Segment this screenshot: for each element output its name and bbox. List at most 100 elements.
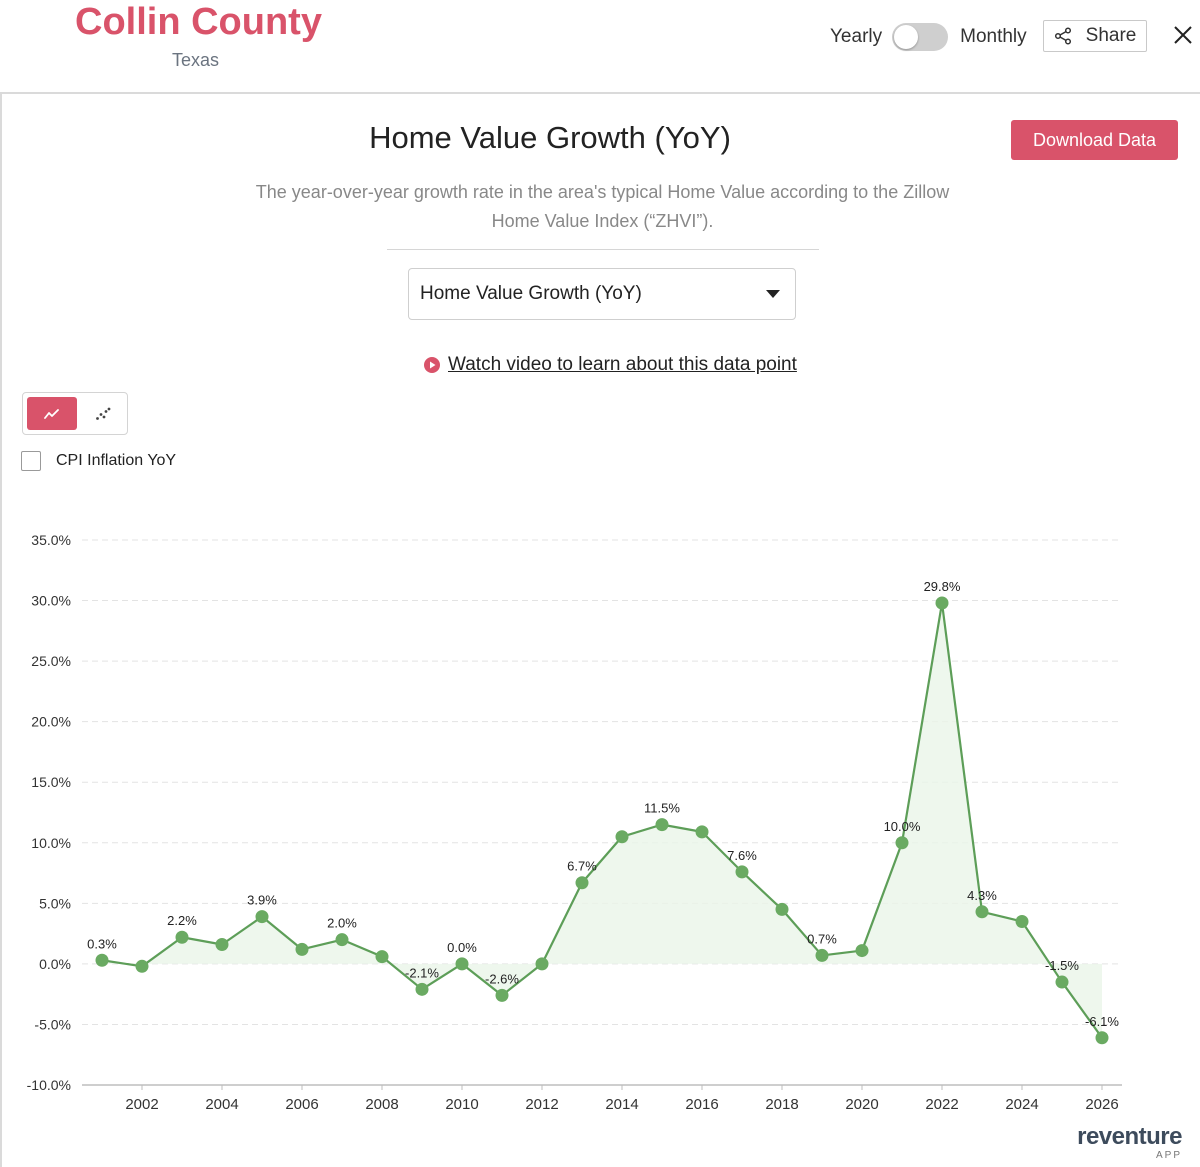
- data-point: [255, 910, 269, 924]
- frequency-switch[interactable]: [892, 23, 949, 51]
- download-data-button[interactable]: Download Data: [1011, 120, 1178, 160]
- data-label: 4.3%: [967, 888, 997, 903]
- metric-select-value: Home Value Growth (YoY): [420, 283, 642, 304]
- data-point: [935, 596, 949, 610]
- series-area: [102, 602, 1102, 1038]
- divider: [387, 249, 819, 250]
- chart-description: The year-over-year growth rate in the ar…: [250, 178, 955, 236]
- home-value-growth-chart: -10.0% -5.0% 0.0% 5.0% 10.0% 15.0% 20.0% 25.0% 3…: [27, 532, 1122, 1113]
- data-label: 7.6%: [727, 848, 757, 863]
- y-tick-label: 25.0%: [31, 653, 71, 669]
- x-tick-label: 2012: [525, 1096, 558, 1113]
- data-point: [455, 957, 469, 971]
- caret-down-icon: [766, 290, 780, 298]
- data-point: [295, 942, 309, 956]
- y-tick-label: 5.0%: [39, 895, 71, 911]
- data-point: [815, 948, 829, 962]
- data-point: [895, 836, 909, 850]
- checkbox-box[interactable]: [21, 451, 41, 471]
- data-label: 10.0%: [884, 819, 921, 834]
- scatter-chart-button[interactable]: [81, 397, 125, 430]
- x-tick-label: 2010: [445, 1096, 478, 1113]
- description-line-1: The year-over-year growth rate in the ar…: [255, 182, 950, 202]
- y-tick-label: -10.0%: [27, 1077, 71, 1093]
- y-tick-label: 15.0%: [31, 774, 71, 790]
- data-label: 11.5%: [644, 801, 680, 816]
- chart-title: Home Value Growth (YoY): [369, 120, 731, 155]
- metric-select[interactable]: Home Value Growth (YoY): [408, 268, 796, 320]
- data-point: [695, 825, 709, 839]
- y-tick-label: 30.0%: [31, 593, 71, 609]
- y-tick-label: 20.0%: [31, 714, 71, 730]
- data-label: 2.0%: [327, 916, 357, 931]
- data-point: [495, 988, 509, 1002]
- switch-knob: [894, 25, 919, 49]
- watch-video-label: Watch video to learn about this data poi…: [448, 354, 797, 375]
- data-point: [575, 876, 589, 890]
- data-label: 3.9%: [247, 893, 277, 908]
- watch-video-link[interactable]: Watch video to learn about this data poi…: [424, 352, 797, 378]
- data-label: -2.1%: [405, 965, 439, 980]
- x-tick-label: 2024: [1005, 1096, 1038, 1113]
- x-tick-label: 2020: [845, 1096, 878, 1113]
- data-point: [535, 957, 549, 971]
- data-point: [975, 905, 989, 919]
- data-label: 6.7%: [567, 859, 597, 874]
- x-tick-label: 2016: [685, 1096, 718, 1113]
- data-label: 29.8%: [924, 579, 961, 594]
- data-point: [775, 902, 789, 916]
- data-point: [855, 944, 869, 958]
- x-tick-label: 2006: [285, 1096, 318, 1113]
- data-point: [415, 982, 429, 996]
- data-label: 0.0%: [447, 940, 477, 955]
- cpi-inflation-checkbox[interactable]: CPI Inflation YoY: [21, 450, 176, 472]
- share-button[interactable]: Share: [1043, 20, 1147, 52]
- description-line-2: Home Value Index (“ZHVI”).: [491, 211, 714, 231]
- data-label: 2.2%: [167, 913, 197, 928]
- play-icon: [424, 357, 440, 373]
- x-tick-label: 2014: [605, 1096, 638, 1113]
- x-tick-label: 2026: [1085, 1096, 1118, 1113]
- line-chart-icon: [44, 408, 59, 419]
- x-tick-label: 2004: [205, 1096, 238, 1113]
- header-bar: Collin County Texas Yearly Monthly Share: [0, 0, 1200, 94]
- data-point: [735, 865, 749, 879]
- brand-name: reventure: [1077, 1123, 1182, 1150]
- data-point: [335, 933, 349, 947]
- scatter-chart-icon: [96, 407, 111, 420]
- y-tick-label: 10.0%: [31, 835, 71, 851]
- x-tick-label: 2002: [125, 1096, 158, 1113]
- data-label: -6.1%: [1085, 1014, 1119, 1029]
- toggle-label-yearly[interactable]: Yearly: [830, 26, 883, 47]
- data-point: [615, 830, 629, 844]
- series-line: [101, 601, 1103, 1039]
- data-point: [95, 953, 109, 967]
- data-label: 0.3%: [87, 936, 117, 951]
- close-icon[interactable]: [1172, 24, 1194, 46]
- chart-type-toggle: [22, 392, 128, 435]
- county-title: Collin County: [75, 1, 322, 43]
- data-point: [1055, 975, 1069, 989]
- share-label: Share: [1085, 25, 1137, 46]
- data-point: [1015, 915, 1029, 928]
- x-tick-label: 2022: [925, 1096, 958, 1113]
- y-tick-label: 0.0%: [39, 956, 71, 972]
- chart-panel: [0, 94, 1200, 1167]
- data-label: -1.5%: [1045, 958, 1079, 973]
- data-point: [655, 818, 669, 832]
- frequency-toggle: Yearly Monthly: [830, 22, 1027, 52]
- y-tick-label: 35.0%: [31, 532, 71, 548]
- reventure-logo: reventure APP: [1070, 1124, 1182, 1162]
- cpi-inflation-label: CPI Inflation YoY: [56, 452, 177, 469]
- data-label: -2.6%: [485, 971, 519, 986]
- brand-sub: APP: [1155, 1150, 1182, 1161]
- data-point: [215, 938, 229, 952]
- share-icon: [1054, 27, 1071, 45]
- state-subtitle: Texas: [172, 50, 220, 70]
- data-label: 0.7%: [807, 931, 837, 946]
- data-point: [175, 930, 189, 944]
- x-tick-label: 2008: [365, 1096, 398, 1113]
- data-point: [375, 950, 389, 964]
- toggle-label-monthly[interactable]: Monthly: [960, 26, 1027, 47]
- line-chart-button[interactable]: [27, 397, 77, 430]
